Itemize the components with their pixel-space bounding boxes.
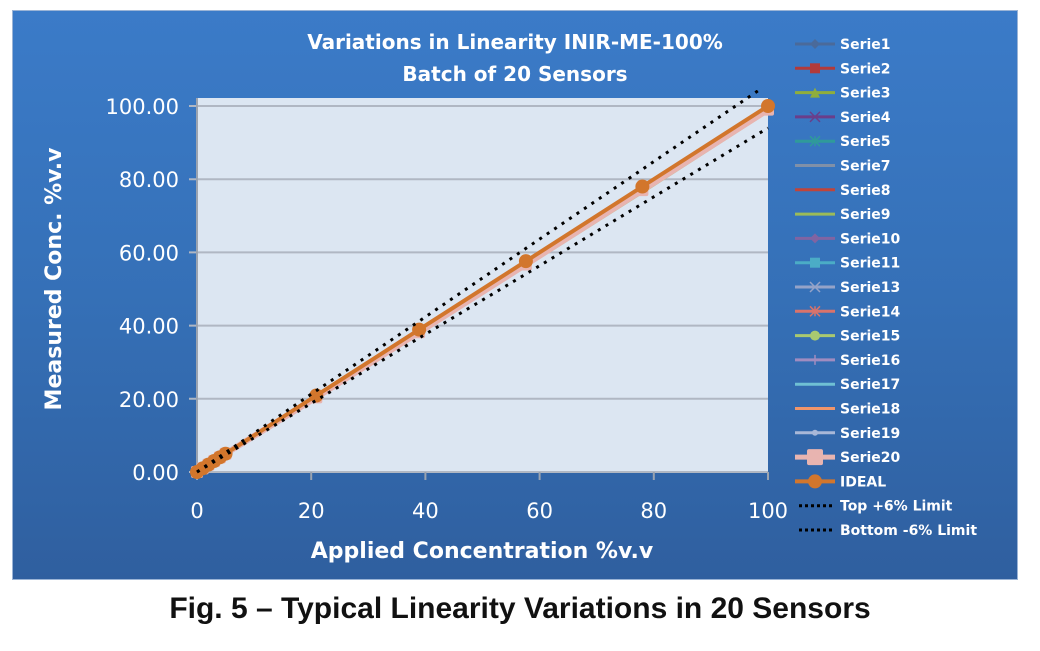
legend-item: Serie5: [795, 134, 891, 150]
x-tick-label: 100: [748, 499, 788, 523]
chart-frame: Variations in Linearity INIR-ME-100% Bat…: [12, 10, 1018, 580]
legend: Serie1 Serie2 Serie3 Serie4 Serie5 Serie7 Seri…: [795, 37, 977, 539]
series-layer: [190, 90, 775, 479]
data-point: [809, 305, 821, 317]
y-tick-label: 40.00: [119, 315, 179, 339]
legend-item: Serie7: [795, 159, 891, 175]
legend-label: Serie8: [840, 183, 891, 199]
y-tick-label: 60.00: [119, 241, 179, 265]
legend-item: Serie11: [795, 256, 900, 272]
legend-label: Serie19: [840, 426, 900, 442]
legend-item: Serie19: [795, 426, 900, 442]
data-point: [810, 39, 820, 49]
legend-item: Serie10: [795, 231, 901, 247]
legend-label: Serie1: [840, 37, 891, 53]
y-axis-label: Measured Conc. %v.v: [42, 147, 67, 411]
data-point: [809, 111, 821, 123]
legend-item: Serie20: [795, 449, 901, 466]
legend-label: Serie13: [840, 280, 900, 296]
x-tick-label: 40: [412, 499, 439, 523]
legend-label: Serie9: [840, 207, 891, 223]
y-tick-label: 80.00: [119, 168, 179, 192]
legend-item: Bottom -6% Limit: [799, 523, 977, 539]
series-bottom-6-limit: [196, 126, 769, 474]
data-point: [809, 281, 821, 293]
legend-label: Serie17: [840, 377, 900, 393]
legend-label: Serie20: [840, 450, 901, 466]
legend-item: Serie9: [795, 207, 891, 223]
legend-item: Serie14: [795, 304, 901, 320]
series-group: [190, 90, 775, 479]
legend-label: Serie3: [840, 86, 891, 102]
legend-label: Serie15: [840, 329, 900, 345]
legend-label: Top +6% Limit: [840, 499, 953, 515]
legend-item: Serie13: [795, 280, 900, 296]
legend-label: IDEAL: [840, 474, 886, 490]
tick-layer: 0.00 20.00 40.00 60.00 80.00 100.00 0 20 40 60 80 1…: [106, 95, 789, 523]
x-tick-label: 0: [190, 499, 203, 523]
legend-label: Serie18: [840, 402, 900, 418]
legend-label: Serie4: [840, 110, 891, 126]
x-tick-label: 20: [298, 499, 325, 523]
data-point: [810, 257, 820, 268]
legend-item: Serie17: [795, 377, 900, 393]
legend-item: Serie1: [795, 37, 891, 53]
data-point: [810, 63, 820, 74]
y-tick-label: 100.00: [106, 95, 179, 119]
legend-item: Serie16: [795, 353, 900, 369]
data-point: [809, 135, 821, 147]
grid-layer: [189, 98, 769, 480]
data-point: [810, 330, 820, 341]
data-point: [412, 322, 427, 337]
legend-label: Serie14: [840, 304, 901, 320]
series-line: [196, 126, 769, 474]
y-tick-label: 0.00: [132, 461, 179, 485]
data-point: [309, 388, 324, 403]
legend-label: Serie11: [840, 256, 900, 272]
legend-label: Serie16: [840, 353, 900, 369]
legend-label: Serie2: [840, 61, 891, 77]
data-point: [761, 99, 775, 113]
data-point: [810, 233, 820, 244]
legend-item: Serie2: [795, 61, 891, 77]
legend-item: Serie15: [795, 329, 900, 345]
data-point: [812, 429, 818, 436]
data-point: [635, 179, 650, 194]
x-axis-label: Applied Concentration %v.v: [311, 539, 654, 564]
chart-subtitle: Batch of 20 Sensors: [402, 62, 627, 86]
x-tick-label: 60: [526, 499, 553, 523]
y-tick-label: 20.00: [119, 388, 179, 412]
chart-title: Variations in Linearity INIR-ME-100%: [307, 30, 723, 54]
legend-item: Serie3: [795, 86, 891, 102]
legend-label: Bottom -6% Limit: [840, 523, 977, 539]
legend-item: IDEAL: [795, 474, 886, 490]
chart-svg: Variations in Linearity INIR-ME-100% Bat…: [42, 30, 977, 564]
legend-item: Serie4: [795, 110, 891, 126]
figure-caption: Fig. 5 – Typical Linearity Variations in…: [169, 592, 871, 625]
legend-item: Serie18: [795, 402, 900, 418]
x-tick-label: 80: [640, 499, 667, 523]
data-point: [810, 87, 820, 98]
data-point: [808, 474, 822, 489]
data-point: [810, 354, 820, 365]
data-point: [518, 254, 533, 269]
data-point: [807, 449, 823, 466]
legend-label: Serie10: [840, 231, 901, 247]
legend-item: Top +6% Limit: [799, 499, 953, 515]
legend-label: Serie7: [840, 159, 891, 175]
legend-label: Serie5: [840, 134, 891, 150]
legend-item: Serie8: [795, 183, 891, 199]
